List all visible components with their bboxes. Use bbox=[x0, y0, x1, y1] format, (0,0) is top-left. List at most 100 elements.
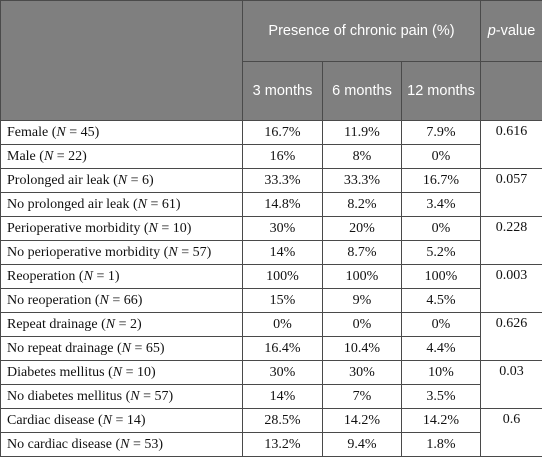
value-6-months: 0% bbox=[322, 312, 402, 337]
row-label-text: Reoperation ( bbox=[7, 268, 84, 284]
value-12-months: 4.4% bbox=[401, 336, 481, 361]
value-3-months: 30% bbox=[242, 360, 323, 385]
row-label-count: = 61) bbox=[146, 196, 181, 212]
row-label: Female (N = 45) bbox=[0, 120, 243, 145]
value-6-months: 33.3% bbox=[322, 168, 402, 193]
row-label: Cardiac disease (N = 14) bbox=[0, 408, 243, 433]
row-label: Prolonged air leak (N = 6) bbox=[0, 168, 243, 193]
row-label: Repeat drainage (N = 2) bbox=[0, 312, 243, 337]
header-pvalue-suffix: -value bbox=[495, 22, 536, 39]
row-label: Male (N = 22) bbox=[0, 144, 243, 169]
row-label-text: Cardiac disease ( bbox=[7, 412, 103, 428]
row-label-count: = 10) bbox=[122, 364, 156, 380]
row-label-n: N bbox=[102, 412, 112, 428]
value-12-months: 1.8% bbox=[401, 432, 481, 457]
p-value-cell: 0.616 bbox=[480, 120, 542, 169]
value-6-months: 8.2% bbox=[322, 192, 402, 217]
value-6-months: 8.7% bbox=[322, 240, 402, 265]
value-6-months: 10.4% bbox=[322, 336, 402, 361]
row-label-text: No cardiac disease ( bbox=[7, 436, 121, 452]
value-6-months: 9.4% bbox=[322, 432, 402, 457]
value-3-months: 14.8% bbox=[242, 192, 323, 217]
value-6-months: 100% bbox=[322, 264, 402, 289]
row-label-text: Diabetes mellitus ( bbox=[7, 364, 113, 380]
row-label: Diabetes mellitus (N = 10) bbox=[0, 360, 243, 385]
value-12-months: 0% bbox=[401, 144, 481, 169]
row-label: No repeat drainage (N = 65) bbox=[0, 336, 243, 361]
row-label-count: = 65) bbox=[131, 340, 165, 356]
table-row: No prolonged air leak (N = 61) 14.8% 8.2% 3… bbox=[0, 192, 542, 217]
value-12-months: 10% bbox=[401, 360, 481, 385]
row-label-text: No prolonged air leak ( bbox=[7, 196, 138, 212]
chronic-pain-table: Presence of chronic pain (%) p-value 3 m… bbox=[0, 0, 542, 457]
value-3-months: 16% bbox=[242, 144, 323, 169]
row-label-n: N bbox=[168, 244, 178, 260]
table-row: Cardiac disease (N = 14) 28.5% 14.2% 14.2% 0… bbox=[0, 408, 542, 457]
table-row: No repeat drainage (N = 65) 16.4% 10.4% 4.4… bbox=[0, 336, 542, 361]
table-row: No cardiac disease (N = 53) 13.2% 9.4% 1.8% bbox=[0, 432, 542, 457]
p-value-cell: 0.003 bbox=[480, 264, 542, 313]
row-label-text: Female ( bbox=[7, 124, 57, 140]
value-3-months: 30% bbox=[242, 216, 323, 241]
row-label-count: = 53) bbox=[129, 436, 164, 452]
value-6-months: 14.2% bbox=[322, 408, 402, 433]
row-label-n: N bbox=[43, 148, 54, 164]
value-3-months: 33.3% bbox=[242, 168, 323, 193]
header-pvalue-spacer bbox=[480, 61, 542, 121]
table-row: Reoperation (N = 1) 100% 100% 100% 0.003 bbox=[0, 264, 542, 313]
row-label-text: Repeat drainage ( bbox=[7, 316, 106, 332]
row-label: No prolonged air leak (N = 61) bbox=[0, 192, 243, 217]
header-col-6-months: 6 months bbox=[322, 61, 402, 121]
row-label-n: N bbox=[120, 436, 130, 452]
row-label-count: = 66) bbox=[108, 292, 143, 308]
table-row: Diabetes mellitus (N = 10) 30% 30% 10% 0.03 bbox=[0, 360, 542, 409]
value-6-months: 9% bbox=[322, 288, 402, 313]
table-body: Female (N = 45) 16.7% 11.9% 7.9% 0.616 Male (… bbox=[0, 120, 542, 457]
table-row: Prolonged air leak (N = 6) 33.3% 33.3% 16.7… bbox=[0, 168, 542, 217]
row-label-count: = 14) bbox=[111, 412, 146, 428]
row-label-count: = 1) bbox=[92, 268, 120, 284]
value-12-months: 4.5% bbox=[401, 288, 481, 313]
header-empty-cell bbox=[0, 0, 243, 121]
value-3-months: 14% bbox=[242, 384, 323, 409]
value-12-months: 5.2% bbox=[401, 240, 481, 265]
value-12-months: 16.7% bbox=[401, 168, 481, 193]
value-6-months: 8% bbox=[322, 144, 402, 169]
row-label-text: No repeat drainage ( bbox=[7, 340, 122, 356]
row-label-n: N bbox=[83, 268, 93, 284]
table-row: Female (N = 45) 16.7% 11.9% 7.9% 0.616 bbox=[0, 120, 542, 169]
value-6-months: 11.9% bbox=[322, 120, 402, 145]
row-label-count: = 45) bbox=[65, 124, 100, 140]
value-3-months: 16.4% bbox=[242, 336, 323, 361]
row-label-count: = 57) bbox=[139, 388, 174, 404]
value-12-months: 3.4% bbox=[401, 192, 481, 217]
p-value-cell: 0.03 bbox=[480, 360, 542, 409]
row-label: Perioperative morbidity (N = 10) bbox=[0, 216, 243, 241]
row-label-n: N bbox=[112, 364, 123, 380]
table-row: No reoperation (N = 66) 15% 9% 4.5% bbox=[0, 288, 542, 313]
row-label-text: Male ( bbox=[7, 148, 44, 164]
row-label-n: N bbox=[56, 124, 66, 140]
value-6-months: 20% bbox=[322, 216, 402, 241]
row-label-text: No perioperative morbidity ( bbox=[7, 244, 169, 260]
value-3-months: 100% bbox=[242, 264, 323, 289]
value-6-months: 7% bbox=[322, 384, 402, 409]
row-label: Reoperation (N = 1) bbox=[0, 264, 243, 289]
row-label-text: Prolonged air leak ( bbox=[7, 172, 118, 188]
row-label-n: N bbox=[148, 220, 158, 236]
row-label-count: = 10) bbox=[157, 220, 192, 236]
value-3-months: 15% bbox=[242, 288, 323, 313]
table-header: Presence of chronic pain (%) p-value 3 m… bbox=[0, 0, 542, 121]
row-label: No cardiac disease (N = 53) bbox=[0, 432, 243, 457]
value-3-months: 16.7% bbox=[242, 120, 323, 145]
row-label-n: N bbox=[117, 172, 128, 188]
value-12-months: 3.5% bbox=[401, 384, 481, 409]
value-3-months: 14% bbox=[242, 240, 323, 265]
table-row: Repeat drainage (N = 2) 0% 0% 0% 0.626 bbox=[0, 312, 542, 361]
p-value-cell: 0.057 bbox=[480, 168, 542, 217]
row-label: No perioperative morbidity (N = 57) bbox=[0, 240, 243, 265]
header-pvalue-prefix: p bbox=[487, 22, 496, 39]
value-12-months: 7.9% bbox=[401, 120, 481, 145]
p-value-cell: 0.6 bbox=[480, 408, 542, 457]
